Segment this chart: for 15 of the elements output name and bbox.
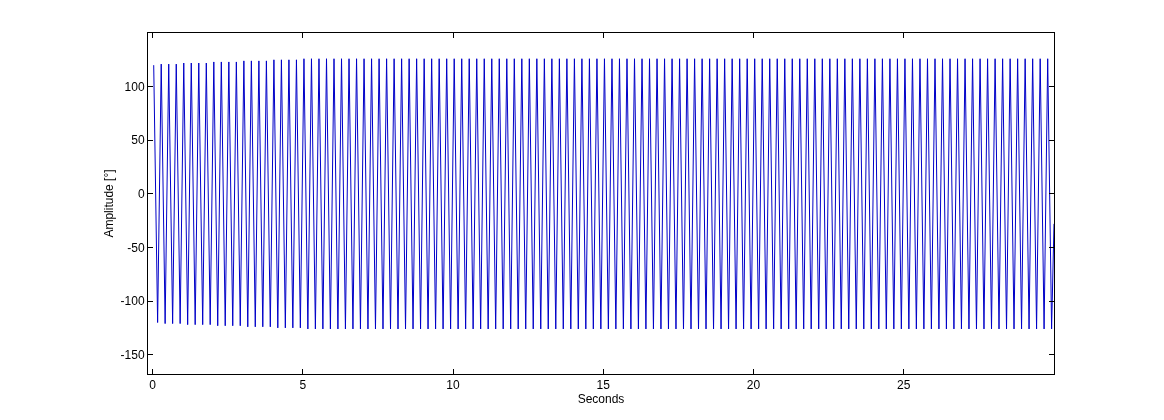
x-tick-label: 10 <box>446 378 460 393</box>
y-tick-label: 0 <box>137 187 145 202</box>
y-tick-label: -100 <box>120 294 145 309</box>
x-tick-label: 15 <box>596 378 611 393</box>
y-tick-label: -150 <box>120 347 145 362</box>
y-tick-label: -50 <box>127 240 145 255</box>
x-axis-title: Seconds <box>577 392 625 407</box>
x-tick-label: 5 <box>299 378 307 393</box>
line-series <box>153 58 1054 330</box>
y-axis-title: Amplitude [°] <box>101 169 116 238</box>
y-tick-label: 100 <box>124 79 145 94</box>
y-tick-label: 50 <box>131 133 145 148</box>
x-tick-label: 0 <box>149 378 157 393</box>
x-tick-label: 20 <box>746 378 761 393</box>
x-tick-label: 25 <box>897 378 911 393</box>
